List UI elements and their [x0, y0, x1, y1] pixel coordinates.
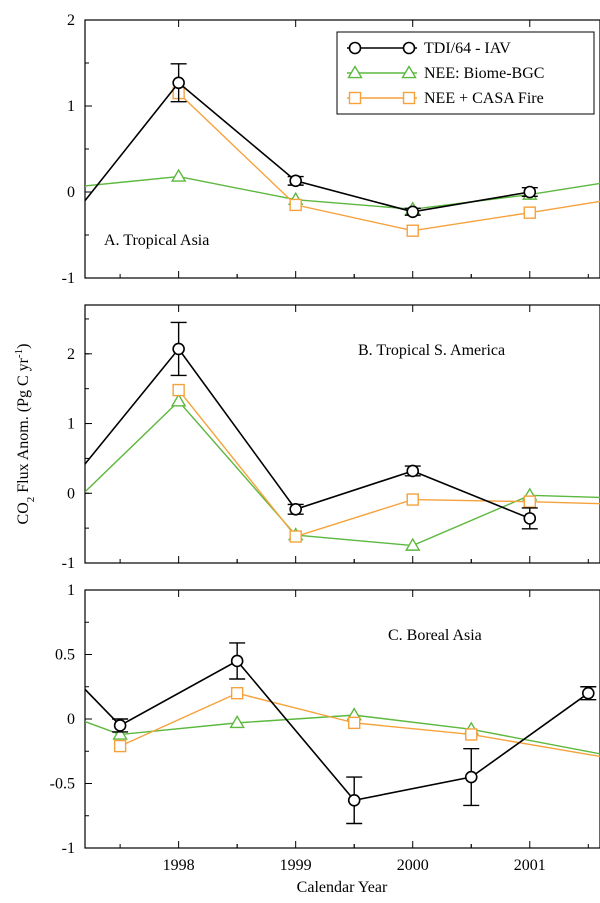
- y-tick-label: 1: [67, 416, 75, 433]
- panel-boreal-asia: -1 -0.5 0 0.5 1 1998 1999 2000 2001 C. Boreal Asi…: [50, 582, 600, 874]
- series-line: [85, 714, 600, 755]
- y-tick-label: 2: [67, 12, 75, 29]
- x-axis-title: Calendar Year: [297, 879, 388, 896]
- x-tick-label: 1999: [280, 857, 312, 874]
- data-point-casa: [230, 687, 244, 700]
- y-tick-label: 0: [67, 485, 75, 502]
- data-point-tdi: [523, 185, 537, 199]
- series-line: [85, 400, 600, 547]
- legend-item-nee-biome-bgc: NEE: Biome-BGC: [347, 65, 544, 82]
- y-tick-label: -1: [62, 840, 75, 857]
- legend-marker: [401, 65, 417, 79]
- plot-frame: [84, 304, 600, 564]
- data-point-tdi: [464, 770, 478, 784]
- data-point-tdi: [406, 205, 420, 219]
- plot-frame: [84, 589, 600, 849]
- data-point-tdi: [523, 512, 537, 525]
- data-point-biome: [405, 537, 421, 551]
- legend-label: TDI/64 - IAV: [424, 40, 511, 57]
- data-point-tdi: [289, 174, 302, 188]
- data-point-tdi: [406, 464, 420, 478]
- data-point-biome: [170, 168, 187, 182]
- data-point-casa: [289, 530, 302, 543]
- y-tick-label: -1: [62, 270, 75, 287]
- data-point-casa: [113, 739, 127, 753]
- data-point-biome: [112, 726, 128, 740]
- series-line: [85, 347, 531, 520]
- data-point-casa: [348, 716, 361, 730]
- legend: TDI/64 - IAV NEE: Biome-BGC NEE + CASA Fir…: [336, 31, 595, 115]
- series-nee-biome-bgc: [85, 168, 600, 215]
- data-point-tdi: [581, 686, 595, 700]
- series-nee-biome-bgc: [85, 707, 600, 755]
- data-point-tdi: [172, 76, 185, 90]
- data-point-tdi: [347, 793, 361, 807]
- series-nee-casa-fire: [113, 687, 600, 758]
- data-point-casa: [406, 493, 419, 506]
- legend-marker: [347, 65, 363, 79]
- x-tick-label: 1998: [163, 857, 195, 874]
- legend-marker: [348, 91, 362, 105]
- legend-label: NEE: Biome-BGC: [424, 65, 544, 82]
- data-point-tdi: [230, 654, 244, 668]
- y-tick-label: -0.5: [50, 776, 75, 793]
- y-tick-label: 0: [67, 184, 75, 201]
- series-line: [85, 175, 600, 210]
- y-tick-label: 1: [67, 98, 75, 115]
- data-point-casa: [289, 198, 302, 212]
- series-nee-casa-fire: [172, 383, 600, 543]
- data-point-casa: [465, 728, 478, 741]
- data-point-tdi: [172, 342, 185, 356]
- data-point-casa: [523, 495, 536, 508]
- legend-marker: [348, 41, 362, 55]
- data-point-tdi: [113, 719, 127, 732]
- series-nee-biome-bgc: [85, 393, 600, 551]
- data-point-casa: [172, 383, 185, 397]
- data-point-biome: [170, 393, 187, 407]
- legend-marker: [402, 91, 416, 105]
- y-tick-label: -1: [62, 555, 75, 572]
- data-point-biome: [229, 714, 245, 729]
- y-tick-label: 0.5: [55, 647, 75, 664]
- panel-label: A. Tropical Asia: [104, 232, 209, 249]
- data-point-casa: [406, 224, 419, 237]
- legend-item-nee-casa-fire: NEE + CASA Fire: [347, 90, 544, 107]
- y-tick-label: 2: [67, 346, 75, 363]
- y-axis-title: CO2 Flux Anom. (Pg C yr-1): [13, 344, 37, 525]
- legend-item-tdi-64-iav: TDI/64 - IAV: [347, 40, 511, 57]
- series-tdi-64-iav: [85, 321, 538, 530]
- legend-marker: [402, 41, 416, 55]
- x-tick-label: 2001: [514, 857, 546, 874]
- series-tdi-64-iav: [85, 642, 597, 825]
- y-tick-label: 0: [67, 711, 75, 728]
- panel-label: C. Boreal Asia: [388, 627, 482, 644]
- series-line: [178, 389, 600, 538]
- series-tdi-64-iav: [85, 63, 538, 219]
- panel-tropical-asia: -1 0 1 2 A. Tropical Asia: [62, 12, 600, 287]
- panel-tropical-s-america: -1 0 1 2 B. Tropical S. America: [62, 304, 600, 572]
- panel-label: B. Tropical S. America: [358, 342, 505, 359]
- data-point-casa: [523, 206, 536, 219]
- y-tick-label: 1: [67, 582, 75, 599]
- x-tick-label: 2000: [397, 857, 429, 874]
- legend-label: NEE + CASA Fire: [424, 90, 544, 107]
- data-point-tdi: [289, 503, 302, 516]
